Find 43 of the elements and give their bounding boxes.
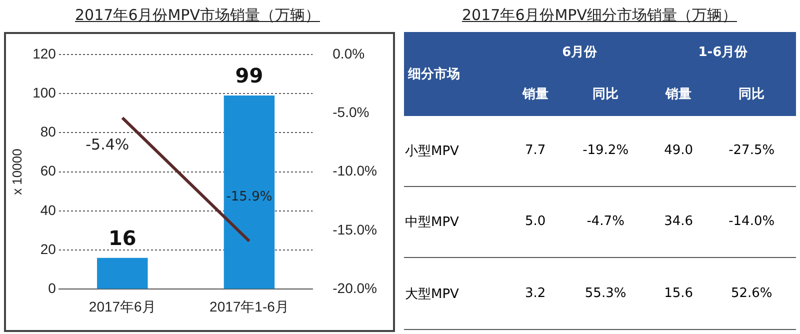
data-label: -15.9% (226, 189, 272, 204)
data-label: 99 (235, 64, 264, 88)
y-tick-label: 80 (40, 124, 56, 140)
data-label: 5.0 (509, 186, 562, 258)
text: 同比 (561, 72, 650, 116)
data-label: -4.7% (561, 186, 650, 258)
data-label: -19.2% (561, 116, 650, 186)
data-label: 49.0 (650, 116, 708, 186)
data-label: 55.3% (561, 258, 650, 330)
y2-tick-label: -10.0% (332, 162, 377, 179)
text: 同比 (707, 72, 796, 116)
y-tick-label: 120 (32, 45, 56, 62)
y-tick-label: 40 (40, 202, 56, 218)
text: 1-6月份 (650, 32, 796, 72)
data-label: 7.7 (509, 116, 562, 186)
data-label: 34.6 (650, 186, 708, 258)
data-label: -5.4% (86, 136, 130, 154)
y2-tick-label: -20.0% (332, 280, 377, 296)
text: 细分市场 (404, 32, 510, 116)
y2-tick-label: -15.0% (332, 221, 377, 238)
y-tick-label: 100 (32, 84, 56, 100)
text: 销量 (509, 72, 562, 116)
category-label: 大型MPV (404, 258, 510, 330)
y-axis-title: x 10000 (9, 148, 24, 195)
chart-title: 2017年6月份MPV市场销量（万辆） (74, 5, 321, 26)
data-label: 16 (108, 226, 136, 250)
category-label: 中型MPV (404, 186, 510, 258)
text: 6月份 (509, 32, 650, 72)
x-tick-label: 2017年6月 (88, 298, 156, 314)
y-tick-label: 20 (40, 240, 56, 257)
x-tick-label: 2017年1-6月 (210, 298, 289, 314)
data-label: -27.5% (707, 116, 796, 186)
data-label: -14.0% (707, 186, 796, 258)
data-label: 15.6 (650, 258, 708, 330)
y-tick-label: 0 (48, 280, 56, 296)
y2-tick-label: -5.0% (332, 104, 370, 120)
y-tick-label: 60 (40, 162, 56, 179)
data-label: 3.2 (509, 258, 562, 330)
data-label: 52.6% (707, 258, 796, 330)
text: 销量 (650, 72, 708, 116)
y2-tick-label: 0.0% (332, 45, 365, 62)
text: 2017年6月份MPV细分市场销量（万辆） (461, 5, 738, 26)
category-label: 小型MPV (404, 116, 510, 186)
